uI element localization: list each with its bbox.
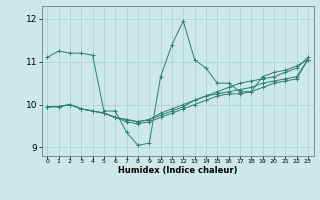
X-axis label: Humidex (Indice chaleur): Humidex (Indice chaleur) [118,166,237,175]
